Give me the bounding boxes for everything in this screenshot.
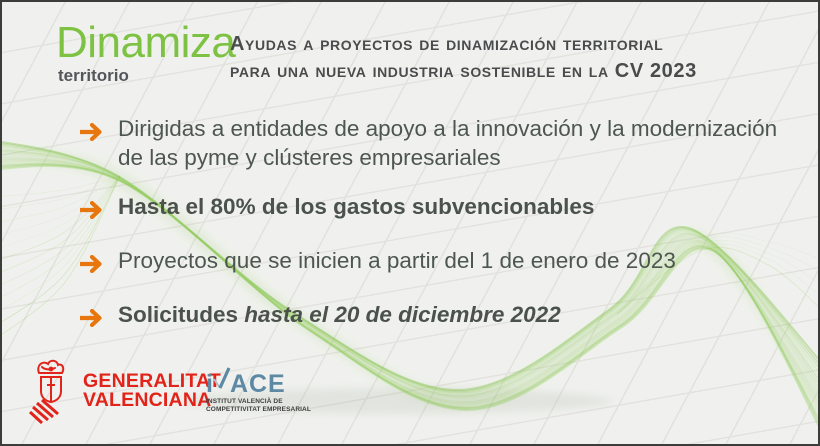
title-line-1: Ayudas a proyectos de dinamización terri… bbox=[230, 33, 664, 55]
dinamiza-logo: Dinamiza territorio bbox=[56, 18, 236, 86]
bullet-deadline: hasta el 20 de diciembre 2022 bbox=[244, 302, 561, 327]
ivace-wordmark: i ACE bbox=[206, 367, 311, 398]
arrow-right-icon bbox=[77, 300, 118, 334]
bullet-text: Hasta el 80% de los gastos subvencionabl… bbox=[118, 194, 595, 219]
page-title: Ayudas a proyectos de dinamización terri… bbox=[230, 31, 697, 85]
ivace-check-icon bbox=[213, 367, 231, 395]
ivace-logo: i ACE INSTITUT VALENCIÀ DE COMPETITIVITA… bbox=[206, 367, 311, 414]
ivace-subtitle: INSTITUT VALENCIÀ DE COMPETITIVITAT EMPR… bbox=[206, 398, 311, 414]
ivace-subtitle-line2: COMPETITIVITAT EMPRESARIAL bbox=[206, 405, 311, 413]
bullet-text: Solicitudes hasta el 20 de diciembre 202… bbox=[118, 300, 561, 329]
generalitat-name-line1: GENERALITAT bbox=[83, 370, 221, 392]
generalitat-valenciana-logo: GENERALITAT VALENCIANA bbox=[28, 358, 221, 424]
bullet-text-prefix: Solicitudes bbox=[118, 302, 245, 327]
title-line-2: para una nueva industria sostenible en l… bbox=[230, 60, 697, 82]
arrow-right-icon bbox=[77, 246, 118, 280]
bullet-text: Proyectos que se inicien a partir del 1 … bbox=[118, 248, 676, 273]
arrow-right-icon bbox=[77, 192, 118, 226]
bullet-item: Hasta el 80% de los gastos subvencionabl… bbox=[77, 192, 796, 226]
bullet-text: Dirigidas a entidades de apoyo a la inno… bbox=[118, 116, 778, 170]
arrow-right-icon bbox=[77, 114, 118, 148]
bullet-list: Dirigidas a entidades de apoyo a la inno… bbox=[77, 114, 796, 354]
generalitat-name-line2: VALENCIANA bbox=[83, 388, 212, 411]
dinamiza-wordmark: Dinamiza bbox=[56, 18, 236, 67]
ivace-subtitle-line1: INSTITUT VALENCIÀ DE bbox=[206, 398, 283, 405]
bullet-item: Dirigidas a entidades de apoyo a la inno… bbox=[77, 114, 796, 172]
generalitat-emblem-icon bbox=[28, 359, 65, 424]
generalitat-name: GENERALITAT VALENCIANA bbox=[83, 372, 221, 409]
bullet-item: Proyectos que se inicien a partir del 1 … bbox=[77, 246, 796, 280]
dinamiza-tagline: territorio bbox=[58, 66, 129, 85]
bullet-item: Solicitudes hasta el 20 de diciembre 202… bbox=[77, 300, 796, 334]
ivace-letters-rest: ACE bbox=[229, 370, 286, 398]
